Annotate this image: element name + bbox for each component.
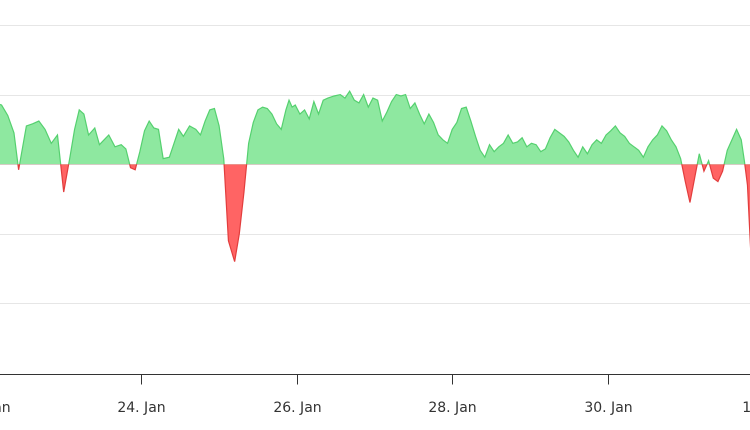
x-tick-label: 22. Jan (0, 400, 11, 416)
negative-line (17, 164, 750, 262)
x-tick-label: 1. Feb (742, 400, 750, 416)
x-tick-label: 26. Jan (273, 400, 321, 416)
positive-line (0, 89, 746, 165)
x-tick-label: 24. Jan (117, 400, 165, 416)
x-axis: 22. Jan 24. Jan 26. Jan 28. Jan 30. Jan 1. Fe… (0, 374, 750, 416)
x-tick-label: 30. Jan (584, 400, 632, 416)
x-tick-label: 28. Jan (428, 400, 476, 416)
grid-lines (0, 25, 750, 304)
area-series (0, 89, 750, 262)
positive-area (0, 91, 745, 165)
